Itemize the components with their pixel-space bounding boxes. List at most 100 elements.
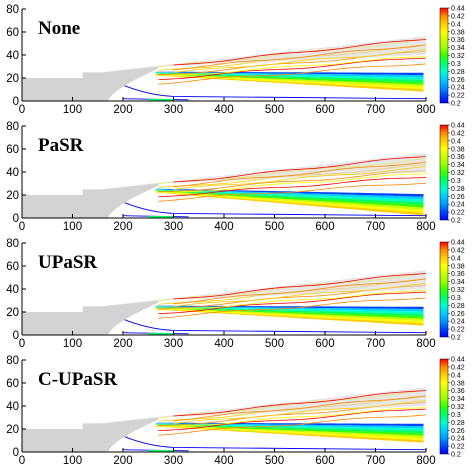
x-tick-label: 700 xyxy=(366,104,385,116)
colorbar-label: 0.32 xyxy=(451,287,465,294)
x-tick-label: 500 xyxy=(265,338,284,350)
contour-line xyxy=(173,278,426,305)
contour-band xyxy=(155,73,424,85)
colorbar-label: 0.42 xyxy=(451,247,465,254)
y-tick-label: 20 xyxy=(6,190,19,202)
colorbar-label: 0.4 xyxy=(451,372,461,379)
y-tick-label: 80 xyxy=(6,121,19,133)
colorbar-label: 0.38 xyxy=(451,146,465,153)
contour-band xyxy=(155,426,424,443)
y-tick-label: 40 xyxy=(6,284,19,296)
plot-area xyxy=(22,126,426,218)
x-tick-label: 400 xyxy=(214,221,233,233)
y-tick-label: 0 xyxy=(13,447,19,459)
x-tick-label: 0 xyxy=(19,221,25,233)
colorbar-label: 0.24 xyxy=(451,202,465,209)
contour-line xyxy=(158,63,426,85)
colorbar-label: 0.26 xyxy=(451,428,465,435)
plot-area xyxy=(22,9,426,101)
y-tick-label: 80 xyxy=(6,4,19,16)
contour-line xyxy=(173,390,426,417)
y-tick-label: 40 xyxy=(6,167,19,179)
contour-band xyxy=(155,424,424,436)
x-tick-label: 800 xyxy=(416,104,435,116)
plot-area xyxy=(22,360,426,452)
contour-band xyxy=(155,424,424,434)
y-tick-label: 20 xyxy=(6,307,19,319)
colorbar-label: 0.32 xyxy=(451,170,465,177)
x-tick-label: 100 xyxy=(63,338,82,350)
outside-domain xyxy=(22,243,426,307)
x-tick-label: 700 xyxy=(366,338,385,350)
y-tick-label: 80 xyxy=(6,238,19,250)
colorbar-label: 0.38 xyxy=(451,263,465,270)
contour-band xyxy=(155,191,424,211)
colorbar-label: 0.26 xyxy=(451,194,465,201)
geometry-solid xyxy=(102,153,426,190)
colorbar-label: 0.32 xyxy=(451,53,465,60)
outside-domain xyxy=(22,9,426,73)
x-tick-label: 800 xyxy=(416,221,435,233)
colorbar-label: 0.42 xyxy=(451,13,465,20)
x-tick-label: 300 xyxy=(164,104,183,116)
colorbar xyxy=(439,124,449,221)
contour-line xyxy=(173,166,426,190)
y-tick-label: 20 xyxy=(6,73,19,85)
contour-band xyxy=(155,190,424,205)
colorbar-label: 0.2 xyxy=(451,335,461,342)
colorbar-label: 0.28 xyxy=(451,69,465,76)
contour-band xyxy=(155,191,424,213)
y-tick-label: 0 xyxy=(13,213,19,225)
contour-line xyxy=(173,49,426,73)
panel-title: UPaSR xyxy=(38,252,97,273)
contour-line xyxy=(158,414,426,436)
y-tick-label: 60 xyxy=(6,378,19,390)
plot-area xyxy=(22,243,426,335)
y-tick-label: 60 xyxy=(6,261,19,273)
y-tick-label: 60 xyxy=(6,144,19,156)
colorbar-label: 0.36 xyxy=(451,271,465,278)
contour-line xyxy=(173,156,426,183)
contour-band xyxy=(155,73,424,83)
colorbar-label: 0.4 xyxy=(451,255,461,262)
x-tick-label: 700 xyxy=(366,221,385,233)
colorbar-label: 0.3 xyxy=(451,295,461,302)
colorbar-label: 0.24 xyxy=(451,436,465,443)
colorbar xyxy=(439,241,449,338)
colorbar-label: 0.42 xyxy=(451,130,465,137)
x-tick-label: 500 xyxy=(265,104,284,116)
geometry-solid xyxy=(102,36,426,73)
colorbar-label: 0.3 xyxy=(451,412,461,419)
x-tick-label: 600 xyxy=(315,221,334,233)
contour-band xyxy=(155,307,424,319)
contour-line xyxy=(173,161,426,188)
contour-line xyxy=(173,44,426,71)
contour-band xyxy=(155,306,424,314)
contour-line xyxy=(173,39,426,66)
x-tick-label: 100 xyxy=(63,455,82,467)
panel-title: PaSR xyxy=(38,135,84,156)
x-tick-label: 600 xyxy=(315,338,334,350)
contour-band xyxy=(155,72,424,80)
outside-domain xyxy=(22,126,426,190)
geometry-solid xyxy=(102,270,426,307)
x-tick-label: 600 xyxy=(315,455,334,467)
colorbar-label: 0.28 xyxy=(451,186,465,193)
contour-line xyxy=(173,400,426,424)
contour-band xyxy=(155,75,424,92)
contour-line xyxy=(158,177,426,197)
colorbar-label: 0.28 xyxy=(451,420,465,427)
colorbar-label: 0.22 xyxy=(451,444,465,451)
contour-line xyxy=(173,56,426,76)
colorbar-label: 0.2 xyxy=(451,218,461,225)
geometry-solid xyxy=(22,66,159,101)
colorbar-label: 0.36 xyxy=(451,388,465,395)
x-tick-label: 0 xyxy=(19,104,25,116)
contour-band xyxy=(155,192,424,216)
contour-line xyxy=(158,297,426,319)
colorbar-label: 0.2 xyxy=(451,452,461,459)
x-tick-label: 300 xyxy=(164,338,183,350)
